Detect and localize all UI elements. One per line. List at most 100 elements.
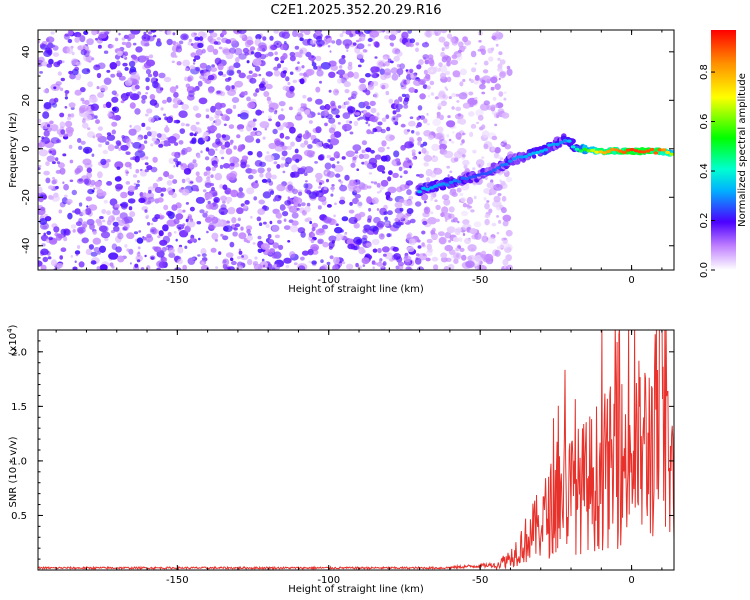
noise-blob bbox=[448, 249, 456, 255]
noise-blob bbox=[459, 81, 464, 87]
y-tick-label: 1.0 bbox=[11, 456, 27, 467]
noise-blob bbox=[219, 149, 225, 155]
noise-blob bbox=[172, 97, 178, 103]
noise-blob bbox=[292, 79, 298, 84]
noise-blob bbox=[233, 162, 240, 168]
noise-blob bbox=[486, 78, 490, 84]
noise-blob bbox=[311, 246, 318, 252]
noise-blob bbox=[379, 189, 382, 193]
noise-blob bbox=[483, 188, 491, 194]
noise-blob bbox=[369, 30, 380, 38]
noise-blob bbox=[192, 105, 199, 111]
noise-blob bbox=[367, 84, 374, 91]
noise-blob bbox=[220, 195, 227, 202]
noise-blob bbox=[111, 265, 115, 269]
noise-blob bbox=[38, 167, 41, 170]
noise-blob bbox=[355, 109, 359, 113]
noise-blob bbox=[325, 171, 328, 175]
noise-blob bbox=[303, 72, 307, 77]
noise-blob bbox=[334, 226, 343, 234]
noise-blob bbox=[341, 55, 346, 59]
noise-blob bbox=[297, 53, 303, 58]
noise-blob bbox=[257, 47, 261, 51]
noise-blob bbox=[423, 69, 428, 75]
noise-blob bbox=[111, 129, 117, 135]
noise-blob bbox=[335, 114, 341, 119]
noise-blob bbox=[247, 101, 256, 109]
track-core bbox=[562, 139, 568, 143]
noise-blob bbox=[146, 165, 153, 171]
noise-blob bbox=[464, 237, 471, 245]
noise-blob bbox=[265, 83, 273, 90]
noise-blob bbox=[278, 244, 284, 250]
noise-blob bbox=[149, 255, 156, 261]
noise-blob bbox=[369, 115, 379, 123]
noise-blob bbox=[257, 235, 262, 240]
noise-blob bbox=[211, 122, 215, 126]
noise-blob bbox=[438, 66, 448, 73]
noise-blob bbox=[80, 49, 87, 56]
noise-blob bbox=[503, 139, 507, 143]
noise-blob bbox=[132, 55, 138, 60]
noise-blob bbox=[368, 172, 373, 175]
noise-blob bbox=[120, 201, 129, 208]
noise-blob bbox=[177, 258, 183, 265]
noise-blob bbox=[474, 255, 483, 262]
noise-blob bbox=[311, 55, 314, 58]
noise-blob bbox=[405, 157, 410, 161]
noise-blob bbox=[187, 75, 194, 82]
noise-blob bbox=[283, 257, 292, 264]
noise-blob bbox=[201, 253, 207, 258]
noise-blob bbox=[171, 204, 178, 211]
noise-blob bbox=[482, 69, 489, 74]
noise-blob bbox=[206, 176, 211, 182]
noise-blob bbox=[173, 165, 176, 168]
noise-blob bbox=[434, 199, 438, 202]
noise-blob bbox=[146, 131, 152, 137]
noise-blob bbox=[406, 233, 411, 239]
noise-blob bbox=[242, 47, 249, 54]
noise-blob bbox=[490, 76, 498, 84]
noise-blob bbox=[386, 146, 390, 150]
noise-blob bbox=[297, 61, 300, 64]
noise-blob bbox=[213, 196, 220, 204]
noise-blob bbox=[268, 142, 277, 150]
noise-blob bbox=[176, 61, 182, 66]
noise-blob bbox=[303, 149, 313, 157]
noise-blob bbox=[441, 194, 450, 201]
noise-blob bbox=[97, 62, 106, 70]
noise-blob bbox=[352, 156, 357, 161]
noise-blob bbox=[416, 64, 422, 70]
noise-blob bbox=[189, 65, 196, 70]
noise-blob bbox=[354, 150, 359, 154]
noise-blob bbox=[51, 102, 58, 108]
noise-blob bbox=[317, 112, 321, 115]
noise-blob bbox=[151, 137, 157, 142]
noise-blob bbox=[210, 67, 218, 72]
noise-blob bbox=[116, 70, 121, 74]
noise-blob bbox=[220, 144, 226, 150]
noise-blob bbox=[392, 110, 397, 115]
noise-blob bbox=[361, 110, 364, 114]
noise-blob bbox=[282, 211, 289, 217]
noise-blob bbox=[396, 51, 403, 57]
noise-blob bbox=[234, 80, 244, 88]
noise-blob bbox=[236, 134, 241, 139]
noise-blob bbox=[422, 118, 428, 124]
noise-blob bbox=[386, 210, 393, 216]
noise-blob bbox=[289, 71, 294, 75]
noise-blob bbox=[43, 232, 46, 236]
noise-blob bbox=[166, 30, 172, 36]
noise-blob bbox=[426, 177, 431, 182]
noise-blob bbox=[381, 84, 386, 90]
noise-blob bbox=[78, 261, 85, 268]
noise-blob bbox=[162, 235, 171, 244]
noise-blob bbox=[145, 214, 150, 218]
noise-blob bbox=[141, 98, 146, 104]
noise-blob bbox=[41, 61, 48, 67]
noise-blob bbox=[226, 172, 237, 181]
noise-blob bbox=[408, 120, 416, 127]
noise-blob bbox=[78, 145, 83, 150]
noise-blob bbox=[270, 190, 275, 196]
noise-blob bbox=[468, 91, 474, 96]
